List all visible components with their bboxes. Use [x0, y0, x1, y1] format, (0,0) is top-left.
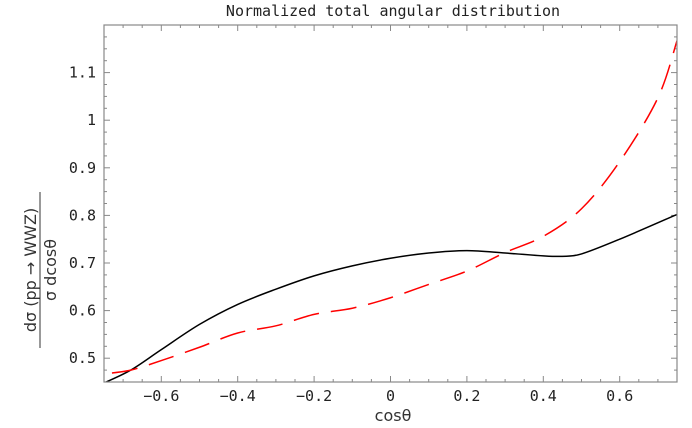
y-axis-label-numerator: dσ (pp → WWZ) [21, 208, 40, 332]
x-tick-label: −0.4 [220, 387, 256, 405]
y-tick-label: 1 [87, 111, 96, 129]
y-tick-label: 0.5 [69, 349, 96, 367]
y-tick-label: 0.6 [69, 302, 96, 320]
x-tick-label: 0.6 [606, 387, 633, 405]
chart-title: Normalized total angular distribution [226, 2, 560, 20]
series-line-solid [104, 213, 677, 382]
plot-frame [103, 24, 678, 383]
y-axis-label-denominator: σ dcosθ [41, 239, 60, 301]
x-axis-label: cosθ [375, 406, 412, 425]
series-line-dashed [104, 40, 677, 375]
y-tick-label: 1.1 [69, 64, 96, 82]
x-tick-label: −0.6 [143, 387, 179, 405]
x-tick-label: 0.4 [530, 387, 557, 405]
y-tick-label: 0.8 [69, 206, 96, 224]
x-tick-label: 0.2 [453, 387, 480, 405]
y-tick-label: 0.9 [69, 159, 96, 177]
x-tick-label: 0 [386, 387, 395, 405]
y-tick-label: 0.7 [69, 254, 96, 272]
x-tick-label: −0.2 [296, 387, 332, 405]
